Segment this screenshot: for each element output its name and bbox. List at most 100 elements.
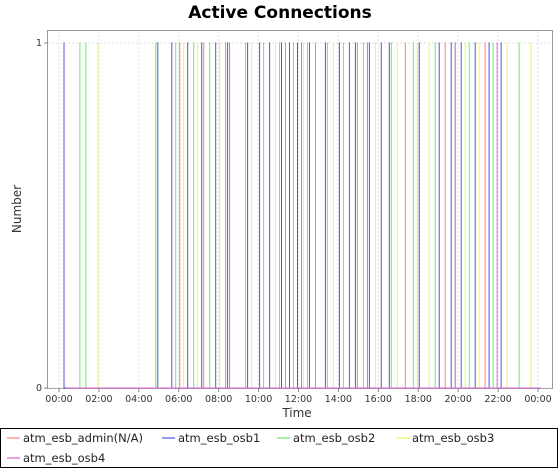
data-point — [418, 42, 420, 44]
legend-label: atm_esb_osb2 — [293, 431, 375, 445]
series-line — [66, 43, 541, 389]
x-tick-label: 14:00 — [325, 394, 352, 405]
series-layer — [63, 42, 541, 389]
x-tick-label: 06:00 — [165, 394, 192, 405]
legend-item: atm_esb_osb4 — [7, 451, 105, 465]
data-point — [306, 42, 309, 44]
x-tick-label: 20:00 — [444, 394, 471, 405]
y-tick-label: 1 — [36, 38, 42, 49]
y-axis-label: Number — [10, 185, 24, 233]
data-point — [79, 42, 81, 44]
data-point — [396, 42, 398, 44]
data-point — [412, 42, 414, 44]
data-point — [366, 42, 368, 44]
data-point — [324, 42, 326, 44]
data-point — [187, 42, 189, 44]
data-point — [518, 42, 520, 44]
axis-layer: 00:00 02:00 04:00 06:00 08:00 10:00 12:00 14:00… — [36, 38, 552, 405]
data-point — [308, 42, 311, 44]
data-point — [388, 42, 390, 44]
data-point — [179, 42, 181, 44]
data-point — [269, 42, 271, 44]
data-point — [215, 42, 217, 44]
data-point — [434, 42, 436, 44]
legend-item: atm_esb_osb2 — [277, 431, 375, 445]
data-point — [368, 42, 370, 44]
x-tick-label: 12:00 — [285, 394, 312, 405]
y-tick-label: 0 — [36, 383, 42, 394]
data-point — [300, 42, 303, 44]
data-point — [203, 42, 205, 44]
data-point — [296, 42, 299, 44]
data-point — [263, 42, 265, 44]
data-point — [478, 42, 480, 44]
data-point — [302, 42, 305, 44]
data-point — [438, 42, 440, 44]
data-point — [259, 42, 261, 44]
data-point — [245, 42, 247, 44]
data-point — [183, 42, 185, 44]
data-point — [288, 42, 291, 44]
series-5 — [66, 42, 541, 389]
data-point — [362, 42, 364, 44]
data-point — [332, 42, 334, 44]
data-point — [97, 42, 99, 44]
legend-item: atm_esb_osb3 — [396, 431, 494, 445]
data-point — [464, 42, 466, 44]
x-tick-label: 00:00 — [45, 394, 72, 405]
data-point — [484, 42, 486, 44]
x-tick-label: 22:00 — [484, 394, 511, 405]
x-tick-label: 16:00 — [365, 394, 392, 405]
data-point — [292, 42, 295, 44]
series-line — [66, 43, 541, 389]
legend-frame — [0, 428, 558, 468]
data-point — [428, 42, 430, 44]
data-point — [274, 42, 277, 44]
data-point — [209, 42, 211, 44]
data-point — [342, 42, 344, 44]
legend-item: atm_esb_osb1 — [162, 431, 260, 445]
legend-label: atm_esb_admin(N/A) — [23, 431, 143, 445]
data-point — [356, 42, 358, 44]
data-point — [201, 42, 203, 44]
data-point — [460, 42, 462, 44]
plot-area — [47, 30, 553, 389]
data-point — [229, 42, 231, 44]
x-tick-label: 08:00 — [205, 394, 232, 405]
data-point — [193, 42, 195, 44]
data-point — [404, 42, 406, 44]
data-point — [171, 42, 173, 44]
data-point — [251, 42, 253, 44]
data-point — [338, 42, 340, 44]
x-axis-label: Time — [281, 406, 311, 420]
data-point — [348, 42, 350, 44]
legend: atm_esb_admin(N/A) atm_esb_osb1 atm_esb_os… — [0, 428, 558, 468]
data-point — [227, 42, 229, 44]
data-point — [314, 42, 317, 44]
data-point — [488, 42, 490, 44]
data-point — [450, 42, 452, 44]
data-point — [500, 42, 502, 44]
data-point — [416, 42, 418, 44]
series-1 — [66, 42, 541, 389]
data-point — [155, 42, 157, 44]
data-point — [326, 42, 328, 44]
data-point — [506, 42, 508, 44]
data-point — [444, 42, 446, 44]
data-point — [530, 42, 532, 44]
data-point — [390, 42, 392, 44]
data-point — [219, 42, 221, 44]
data-point — [354, 42, 356, 44]
data-point — [454, 42, 456, 44]
legend-label: atm_esb_osb4 — [23, 451, 105, 465]
data-point — [247, 42, 249, 44]
legend-label: atm_esb_osb3 — [412, 431, 494, 445]
x-tick-label: 10:00 — [245, 394, 272, 405]
data-point — [225, 42, 227, 44]
data-point — [85, 42, 87, 44]
data-point — [474, 42, 476, 44]
data-point — [492, 42, 494, 44]
x-tick-label: 18:00 — [405, 394, 432, 405]
legend-label: atm_esb_osb1 — [178, 431, 260, 445]
